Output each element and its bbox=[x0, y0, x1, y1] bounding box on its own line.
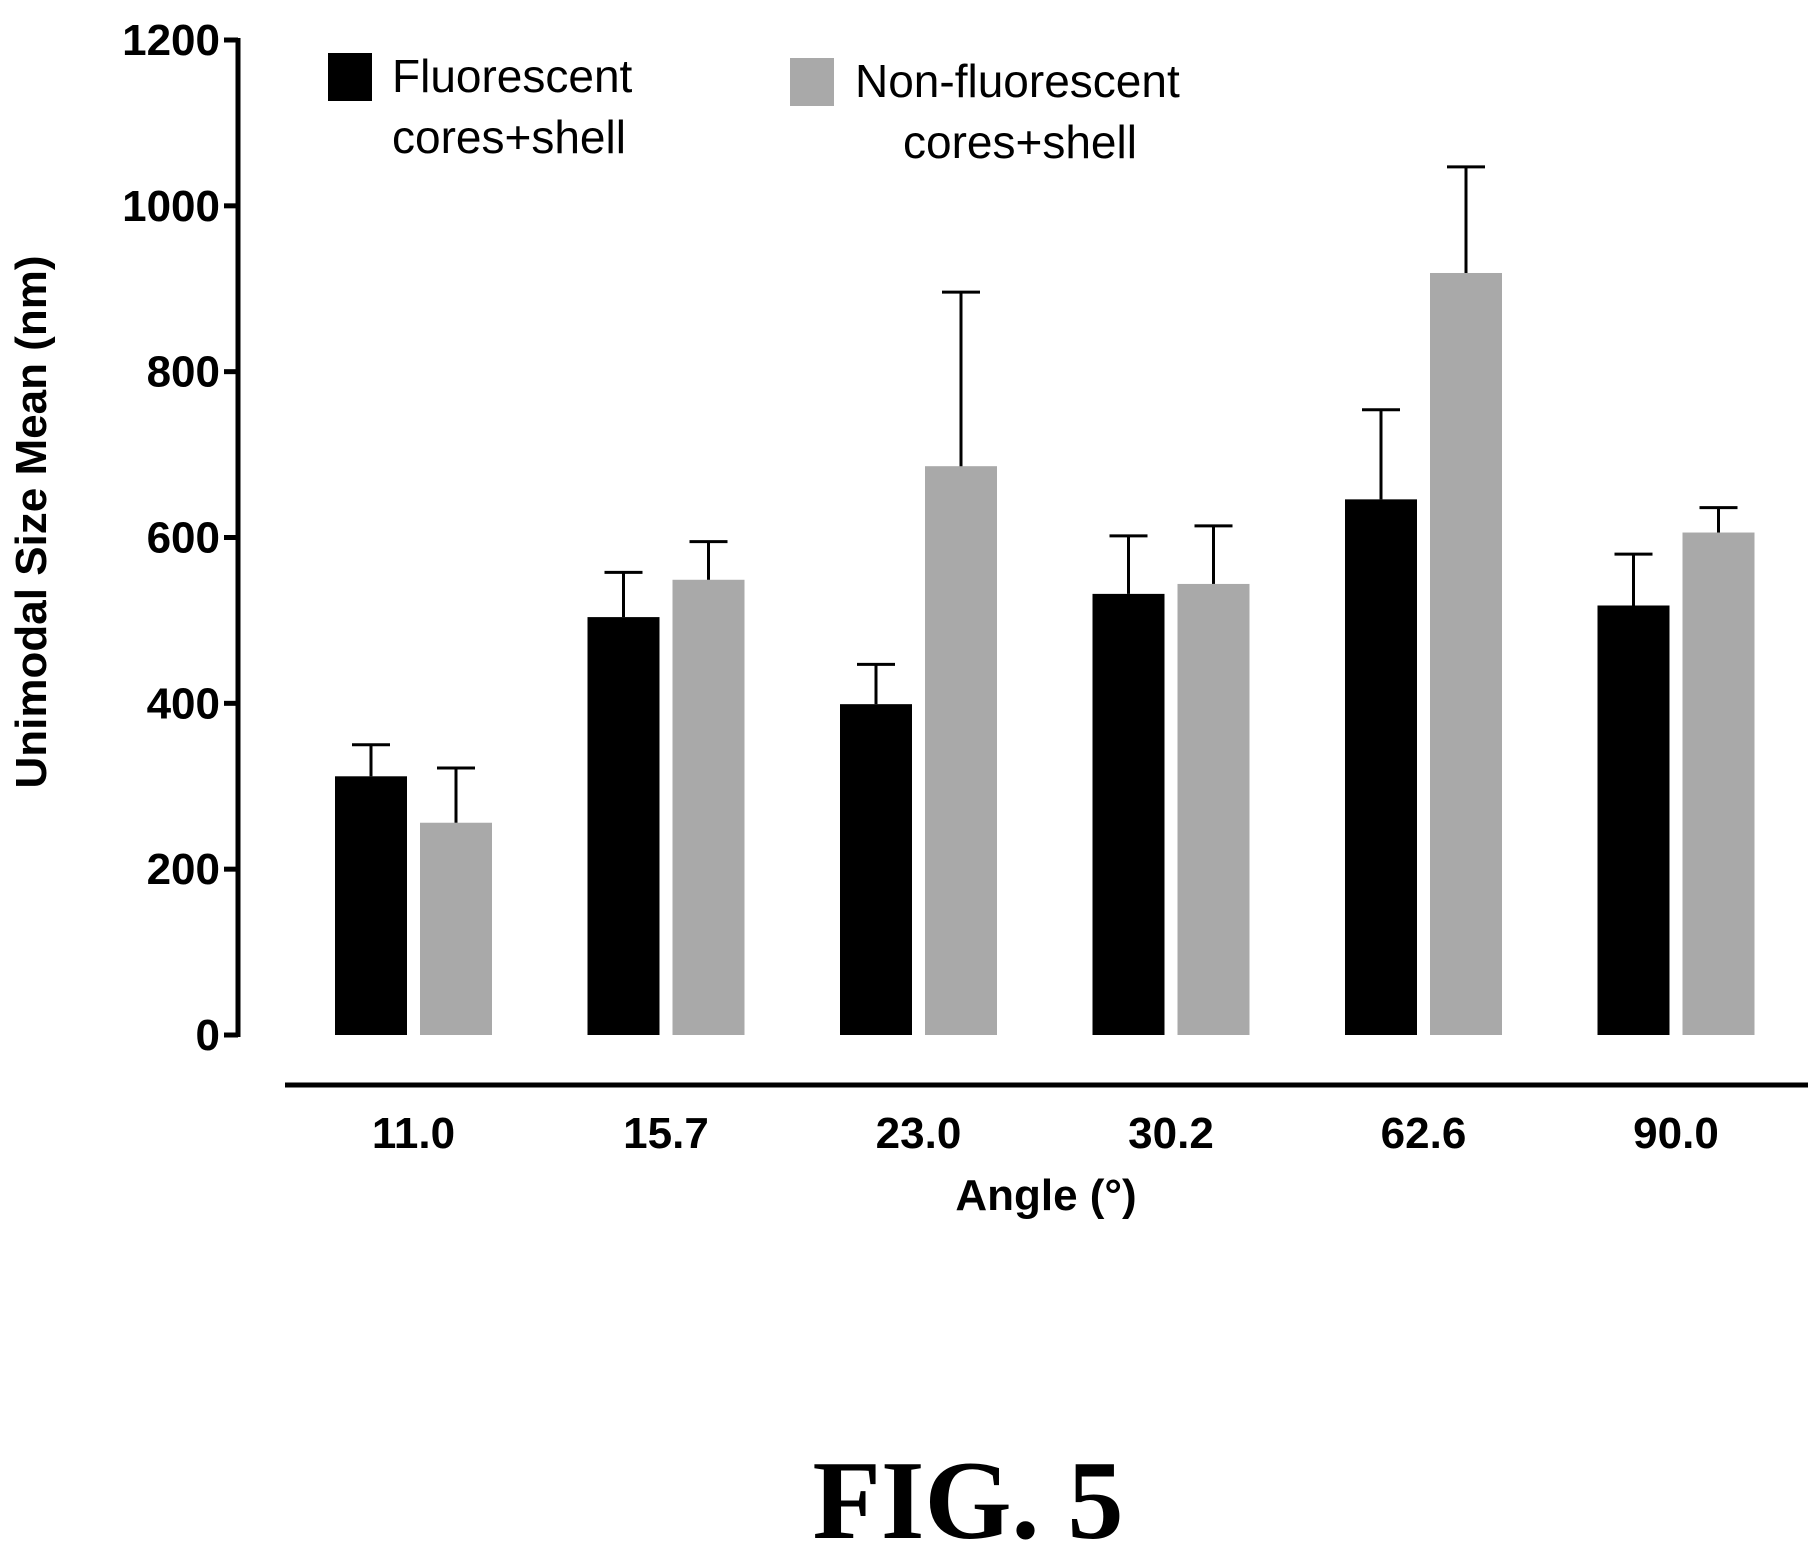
y-axis-title: Unimodal Size Mean (nm) bbox=[7, 256, 56, 789]
bar bbox=[1177, 583, 1250, 1035]
y-tick-label: 600 bbox=[147, 514, 220, 563]
x-axis: 11.0 15.7 23.0 30.2 62.6 90.0 bbox=[285, 1082, 1808, 1158]
y-tick-label: 200 bbox=[147, 845, 220, 894]
legend-label: Non-fluorescent bbox=[855, 55, 1180, 107]
y-tick-label: 1000 bbox=[122, 182, 220, 231]
bar bbox=[672, 579, 745, 1035]
bar bbox=[1345, 499, 1417, 1035]
bar bbox=[335, 776, 407, 1035]
legend-swatch bbox=[328, 53, 372, 101]
bar bbox=[420, 822, 492, 1035]
x-axis-title: Angle (°) bbox=[955, 1171, 1136, 1220]
legend-label: Fluorescent bbox=[392, 50, 633, 102]
y-tick-label: 1200 bbox=[122, 16, 220, 65]
bar bbox=[1597, 605, 1670, 1035]
bar bbox=[1682, 532, 1755, 1035]
legend: Fluorescent cores+shell Non-fluorescent cor… bbox=[328, 50, 1180, 168]
bar bbox=[840, 704, 912, 1035]
x-tick-label: 90.0 bbox=[1633, 1109, 1719, 1158]
y-axis: 0 200 400 600 800 1000 1200 bbox=[122, 16, 241, 1060]
y-tick-label: 400 bbox=[147, 679, 220, 728]
x-tick-label: 15.7 bbox=[623, 1109, 709, 1158]
legend-label: cores+shell bbox=[392, 111, 626, 163]
bar bbox=[587, 617, 660, 1035]
bars bbox=[335, 165, 1755, 1036]
legend-label: cores+shell bbox=[903, 116, 1137, 168]
y-tick-label: 0 bbox=[196, 1011, 220, 1060]
bar bbox=[1430, 272, 1502, 1035]
x-tick-label: 30.2 bbox=[1128, 1109, 1214, 1158]
figure-caption: FIG. 5 bbox=[812, 1439, 1123, 1563]
x-tick-label: 23.0 bbox=[876, 1109, 962, 1158]
bar bbox=[925, 466, 997, 1036]
legend-swatch bbox=[790, 58, 834, 106]
x-tick-label: 11.0 bbox=[372, 1109, 455, 1158]
y-tick-label: 800 bbox=[147, 348, 220, 397]
bar bbox=[1092, 593, 1165, 1035]
x-tick-label: 62.6 bbox=[1381, 1109, 1467, 1158]
